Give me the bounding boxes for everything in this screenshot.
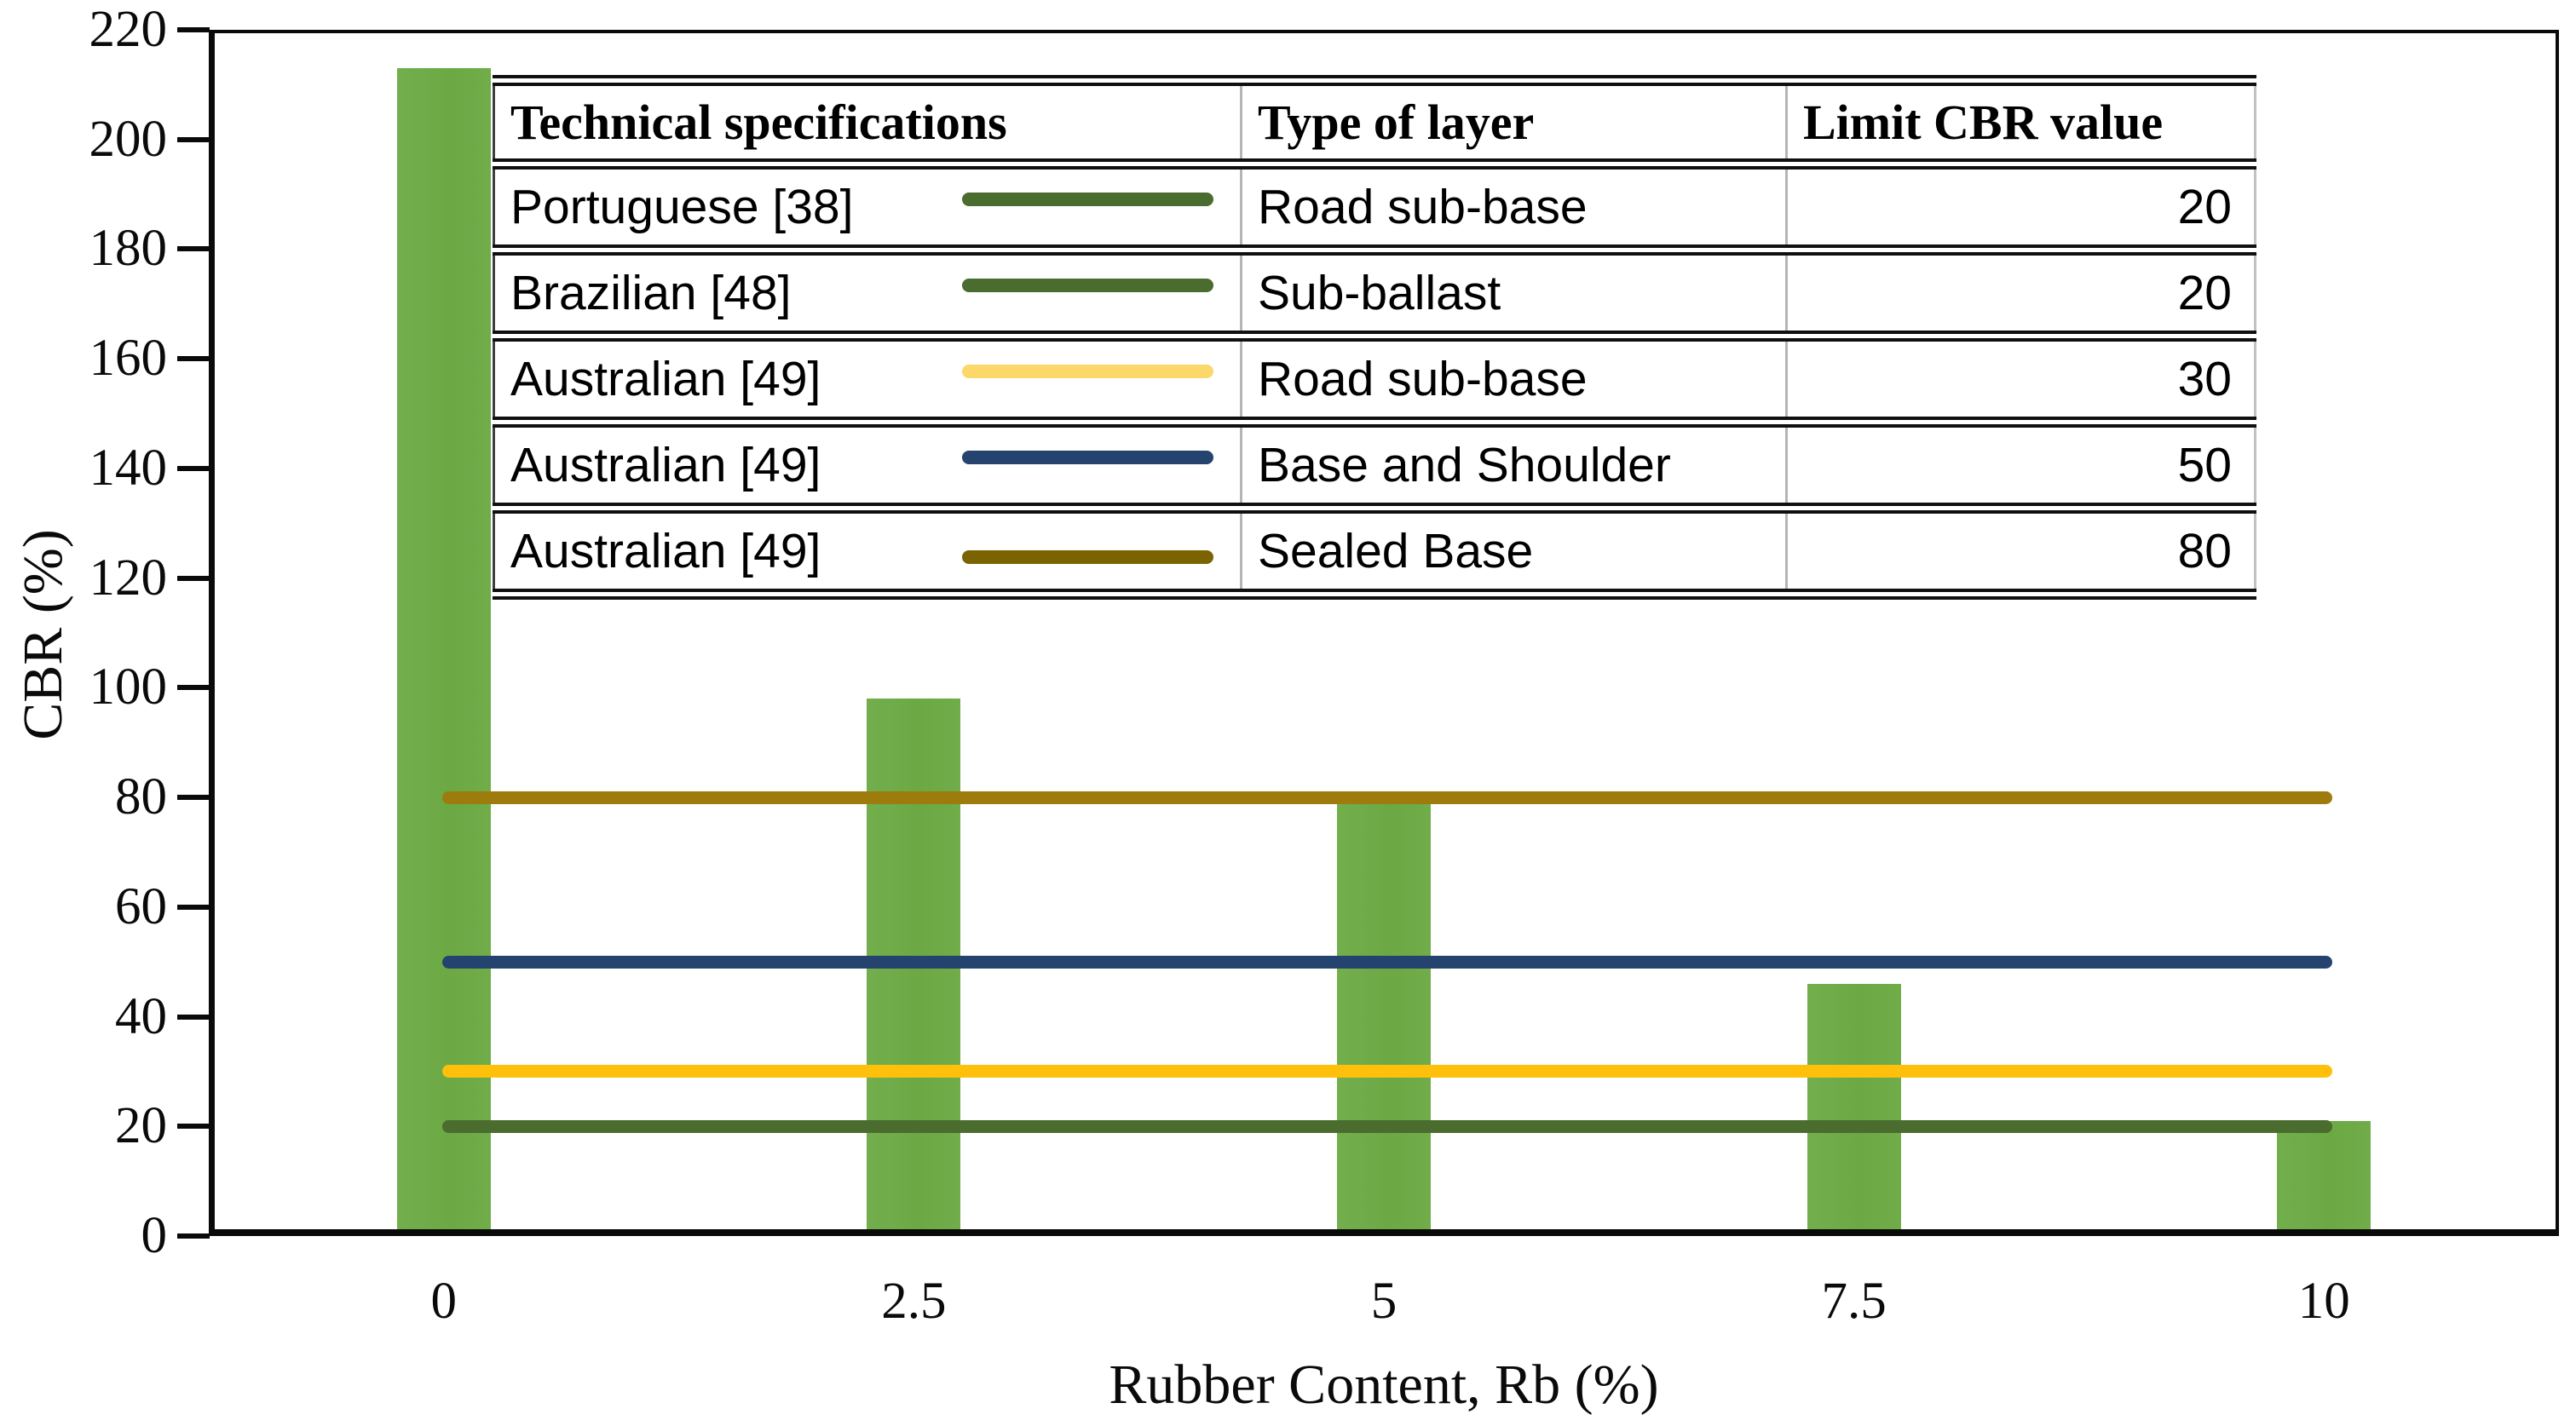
legend-spec-label: Portuguese [38] — [510, 180, 854, 234]
bar-0 — [396, 68, 491, 1236]
x-axis-title: Rubber Content, Rb (%) — [1109, 1354, 1659, 1416]
legend-header-spec: Technical specifications — [510, 95, 1007, 150]
legend-layer-cell: Base and Shoulder — [1240, 422, 1787, 509]
x-tick-label: 0 — [430, 1273, 458, 1330]
x-tick-label: 2.5 — [881, 1273, 947, 1330]
x-tick-label: 10 — [2297, 1273, 2350, 1330]
x-tick-label: 7.5 — [1821, 1273, 1887, 1330]
legend-limit-cell: 20 — [1785, 250, 2256, 336]
y-tick — [177, 27, 210, 32]
legend-limit-cell: 50 — [1785, 422, 2256, 509]
legend-row: Australian [49] Road sub-base 30 — [493, 336, 2256, 423]
y-tick — [177, 904, 210, 910]
bar-5 — [1337, 802, 1431, 1236]
y-tick-label: 120 — [89, 549, 168, 607]
bar-7.5 — [1807, 983, 1901, 1236]
legend-header-layer: Type of layer — [1240, 80, 1787, 164]
legend-row: Portuguese [38] Road sub-base 20 — [493, 164, 2256, 250]
y-tick-label: 100 — [89, 658, 168, 716]
y-tick — [177, 356, 210, 362]
y-tick-label: 200 — [89, 110, 168, 168]
legend-row: Australian [49] Sealed Base 80 — [493, 508, 2256, 595]
y-tick — [177, 246, 210, 252]
y-tick-label: 80 — [115, 768, 167, 826]
legend-spec-label: Australian [49] — [510, 438, 821, 492]
legend-line-swatch — [962, 193, 1213, 206]
legend-row: Brazilian [48] Sub-ballast 20 — [493, 250, 2256, 336]
legend-limit-cell: 80 — [1785, 508, 2256, 595]
x-tick-label: 5 — [1370, 1273, 1397, 1330]
y-tick-label: 0 — [141, 1207, 168, 1264]
legend-layer-cell: Sub-ballast — [1240, 250, 1787, 336]
legend-layer-cell: Road sub-base — [1240, 164, 1787, 250]
legend-line-swatch — [962, 279, 1213, 292]
legend-spec-cell: Portuguese [38] — [494, 164, 1242, 250]
y-tick-label: 160 — [89, 330, 168, 388]
reference-line-80 — [441, 791, 2333, 804]
y-tick — [177, 575, 210, 581]
legend-line-swatch — [962, 550, 1213, 564]
legend-spec-cell: Australian [49] — [494, 509, 1242, 595]
legend-layer-cell: Road sub-base — [1240, 336, 1787, 423]
legend-layer-cell: Sealed Base — [1240, 508, 1787, 595]
legend-line-swatch — [962, 365, 1213, 378]
y-tick-label: 180 — [89, 220, 168, 278]
bar-10 — [2277, 1120, 2371, 1236]
y-tick-label: 220 — [89, 1, 168, 58]
legend-spec-label: Australian [49] — [510, 352, 821, 406]
legend-limit-cell: 30 — [1785, 336, 2256, 423]
legend-row: Australian [49] Base and Shoulder 50 — [493, 422, 2256, 509]
legend-header-row: Technical specifications Type of layer L… — [493, 80, 2256, 164]
legend-table: Technical specifications Type of layer L… — [493, 75, 2256, 600]
legend-header-limit: Limit CBR value — [1785, 80, 2256, 164]
legend-spec-cell: Australian [49] — [494, 423, 1242, 509]
reference-line-30 — [441, 1065, 2333, 1078]
y-tick-label: 140 — [89, 439, 168, 497]
y-tick — [177, 1124, 210, 1130]
legend-spec-label: Brazilian [48] — [510, 266, 792, 320]
y-tick — [177, 685, 210, 691]
y-tick — [177, 1014, 210, 1020]
y-tick-label: 60 — [115, 877, 167, 935]
reference-line-20 — [441, 1119, 2333, 1133]
y-tick — [177, 136, 210, 142]
legend-line-swatch — [962, 451, 1213, 464]
y-tick-label: 40 — [115, 987, 167, 1045]
reference-line-50 — [441, 955, 2333, 969]
y-tick — [177, 795, 210, 801]
legend-limit-cell: 20 — [1785, 164, 2256, 250]
y-tick-label: 20 — [115, 1097, 167, 1155]
y-tick — [177, 1233, 210, 1239]
y-tick — [177, 465, 210, 471]
legend-spec-label: Australian [49] — [510, 524, 821, 578]
legend-spec-cell: Australian [49] — [494, 336, 1242, 423]
legend-spec-cell: Brazilian [48] — [494, 250, 1242, 336]
